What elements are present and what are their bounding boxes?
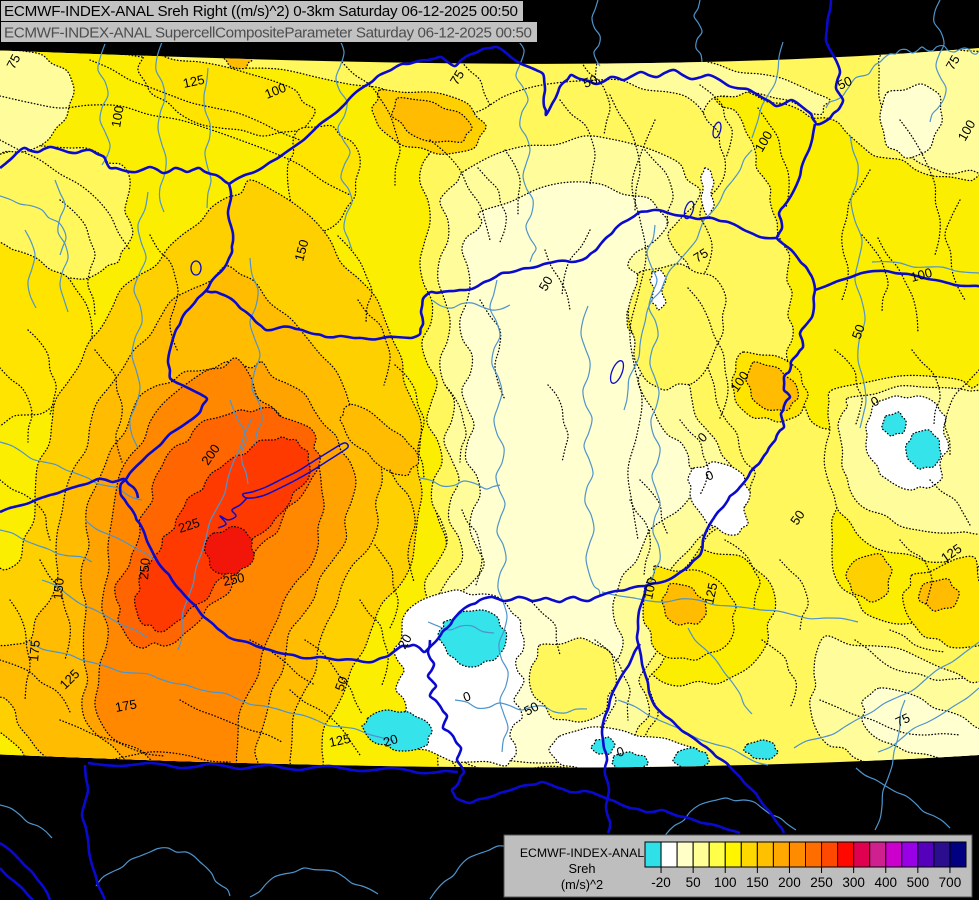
svg-text:125: 125	[328, 731, 352, 750]
svg-text:ECMWF-INDEX-ANAL Sreh Right ((: ECMWF-INDEX-ANAL Sreh Right ((m/s)^2) 0-…	[4, 3, 518, 20]
svg-text:50: 50	[849, 322, 868, 341]
svg-text:400: 400	[874, 875, 897, 890]
svg-text:0: 0	[615, 744, 626, 760]
svg-text:150: 150	[50, 577, 67, 600]
svg-text:250: 250	[136, 557, 153, 580]
svg-text:500: 500	[907, 875, 930, 890]
svg-text:ECMWF-INDEX-ANAL: ECMWF-INDEX-ANAL	[520, 846, 644, 860]
svg-text:200: 200	[778, 875, 801, 890]
svg-text:175: 175	[114, 696, 138, 715]
svg-text:100: 100	[909, 265, 934, 285]
svg-text:225: 225	[176, 515, 201, 536]
svg-text:20: 20	[395, 631, 415, 651]
svg-text:175: 175	[26, 639, 43, 662]
svg-text:75: 75	[447, 67, 467, 87]
svg-text:75: 75	[943, 52, 963, 72]
svg-text:700: 700	[939, 875, 962, 890]
svg-text:-20: -20	[651, 875, 671, 890]
svg-text:100: 100	[108, 105, 127, 129]
svg-text:50: 50	[835, 73, 854, 93]
svg-text:75: 75	[691, 245, 711, 265]
svg-text:125: 125	[182, 72, 206, 91]
svg-text:250: 250	[810, 875, 833, 890]
svg-text:125: 125	[701, 581, 720, 605]
svg-text:50: 50	[787, 507, 808, 527]
svg-text:75: 75	[3, 52, 23, 72]
svg-text:20: 20	[381, 731, 399, 750]
svg-text:0: 0	[461, 688, 473, 705]
svg-text:300: 300	[842, 875, 865, 890]
svg-text:100: 100	[640, 576, 659, 600]
svg-text:50: 50	[521, 699, 541, 719]
svg-text:75: 75	[893, 710, 912, 730]
svg-text:250: 250	[222, 570, 246, 589]
svg-text:(m/s)^2: (m/s)^2	[561, 877, 603, 892]
svg-text:100: 100	[714, 875, 737, 890]
svg-text:150: 150	[746, 875, 769, 890]
svg-text:150: 150	[291, 238, 311, 263]
svg-text:Sreh: Sreh	[568, 861, 595, 876]
svg-text:50: 50	[581, 72, 600, 91]
svg-text:50: 50	[536, 273, 556, 293]
svg-text:50: 50	[686, 875, 701, 890]
svg-text:ECMWF-INDEX-ANAL SupercellComp: ECMWF-INDEX-ANAL SupercellCompositeParam…	[4, 25, 532, 42]
svg-text:50: 50	[332, 674, 351, 693]
